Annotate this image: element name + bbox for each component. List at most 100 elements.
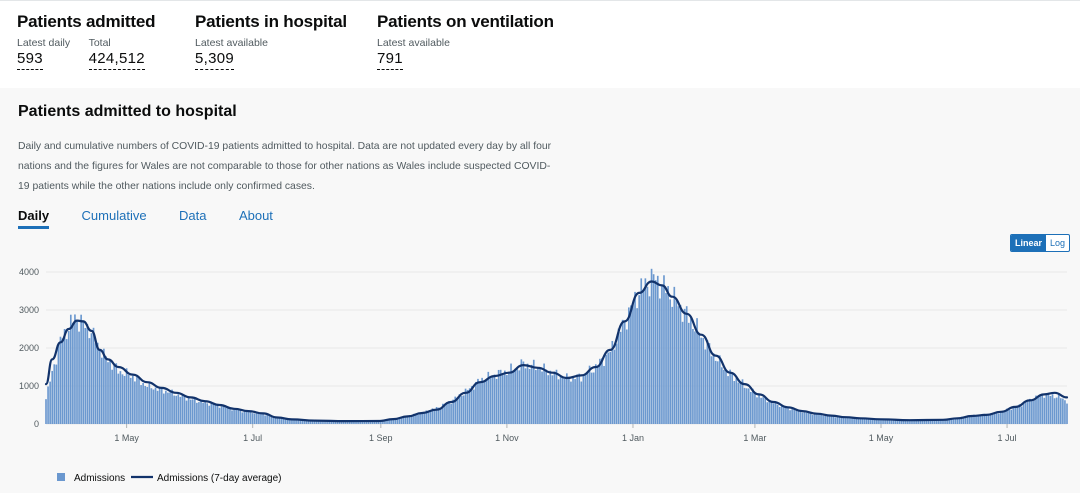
admissions-bar — [229, 409, 231, 424]
admissions-bar — [1033, 400, 1035, 424]
admissions-bar — [942, 419, 944, 424]
admissions-bar — [832, 416, 835, 424]
admissions-bar — [687, 322, 690, 424]
admissions-bar — [667, 286, 669, 424]
admissions-bar — [158, 386, 161, 424]
admissions-bar — [545, 369, 547, 424]
admissions-bar — [801, 412, 804, 424]
admissions-bar — [1000, 412, 1002, 424]
admissions-bar — [962, 416, 965, 424]
admissions-bar — [305, 420, 308, 424]
admissions-bar — [760, 397, 762, 424]
tab-data[interactable]: Data — [179, 208, 207, 223]
admissions-bar — [547, 375, 550, 424]
admissions-bar — [127, 374, 130, 424]
admissions-bar — [735, 378, 738, 424]
admissions-bar — [297, 420, 299, 424]
admissions-bar — [628, 307, 630, 424]
admissions-bar — [402, 416, 405, 424]
admissions-bar — [884, 419, 886, 424]
admissions-bar — [723, 369, 725, 424]
admissions-bar — [1020, 406, 1023, 424]
admissions-bar — [160, 387, 163, 424]
scale-toggle: Linear Log — [1010, 234, 1071, 252]
admissions-bar — [878, 419, 880, 424]
admissions-bar — [979, 414, 982, 424]
headline-title: Patients on ventilation — [377, 12, 554, 31]
chart-tabs: Daily Cumulative Data About — [18, 207, 301, 229]
admissions-bar — [404, 417, 407, 424]
admissions-bar — [103, 348, 105, 424]
admissions-bar — [473, 389, 475, 424]
admissions-bar — [255, 411, 258, 424]
tab-about[interactable]: About — [238, 208, 273, 223]
metric-value[interactable]: 5,309 — [195, 50, 235, 70]
admissions-bar — [1062, 398, 1064, 424]
tab-daily[interactable]: Daily — [18, 208, 50, 229]
admissions-bar — [919, 420, 922, 424]
admissions-bar — [630, 305, 632, 424]
admissions-bar — [499, 369, 502, 424]
admissions-bar — [923, 420, 926, 424]
admissions-bar — [741, 379, 744, 424]
admissions-bar — [1041, 394, 1044, 424]
admissions-bar — [193, 398, 196, 424]
metric-value[interactable]: 424,512 — [88, 50, 145, 70]
x-tick-label: 1 Jul — [998, 433, 1017, 443]
y-tick-label: 2000 — [19, 343, 39, 353]
admissions-bar — [669, 299, 672, 424]
admissions-bar — [572, 376, 574, 424]
admissions-bar — [729, 369, 731, 424]
admissions-bar — [179, 396, 182, 424]
admissions-bar — [134, 381, 136, 424]
admissions-bar — [410, 415, 413, 424]
admissions-bar — [1026, 401, 1029, 424]
x-tick-label: 1 May — [114, 433, 139, 443]
admissions-bar — [625, 329, 628, 424]
admissions-bar — [390, 418, 392, 424]
admissions-bar — [406, 416, 409, 424]
admissions-bar — [448, 401, 450, 424]
admissions-bar — [838, 416, 841, 424]
admissions-bar — [365, 421, 368, 424]
x-tick-label: 1 Sep — [369, 433, 393, 443]
admissions-bar — [49, 381, 51, 424]
x-tick-label: 1 May — [869, 433, 894, 443]
admissions-bar — [274, 418, 277, 424]
admissions-bar — [969, 416, 971, 424]
admissions-bar — [871, 418, 874, 424]
admissions-bar — [262, 413, 264, 424]
admissions-bar — [264, 415, 266, 424]
admissions-bar — [462, 395, 465, 424]
scale-linear-button[interactable]: Linear — [1011, 235, 1047, 251]
admissions-bar — [396, 417, 399, 424]
admissions-bar — [1043, 397, 1046, 424]
admissions-bar — [475, 381, 477, 424]
admissions-bar — [737, 382, 740, 424]
admissions-bar — [754, 393, 756, 424]
admissions-bar — [940, 419, 942, 424]
admissions-bar — [807, 412, 810, 424]
admissions-bar — [764, 396, 767, 424]
admissions-bar — [123, 375, 126, 424]
headline-title: Patients in hospital — [195, 12, 347, 31]
admissions-bar — [286, 419, 289, 424]
admissions-bar — [311, 420, 314, 424]
admissions-bar — [165, 390, 167, 424]
metric-value[interactable]: 593 — [17, 50, 43, 70]
admissions-bar — [1014, 406, 1017, 424]
admissions-bar — [375, 420, 378, 424]
tab-cumulative[interactable]: Cumulative — [81, 208, 147, 223]
admissions-bar — [789, 410, 791, 424]
admissions-bar — [136, 376, 138, 424]
admissions-bar — [714, 360, 717, 424]
admissions-bar — [260, 413, 262, 424]
scale-log-button[interactable]: Log — [1050, 238, 1066, 248]
admissions-bar — [774, 401, 777, 424]
admissions-bar — [1049, 395, 1052, 424]
admissions-bar — [869, 419, 872, 424]
admissions-bar — [842, 416, 845, 424]
admissions-bar — [847, 417, 849, 424]
metric-value[interactable]: 791 — [377, 50, 403, 70]
admissions-bar — [506, 375, 508, 424]
